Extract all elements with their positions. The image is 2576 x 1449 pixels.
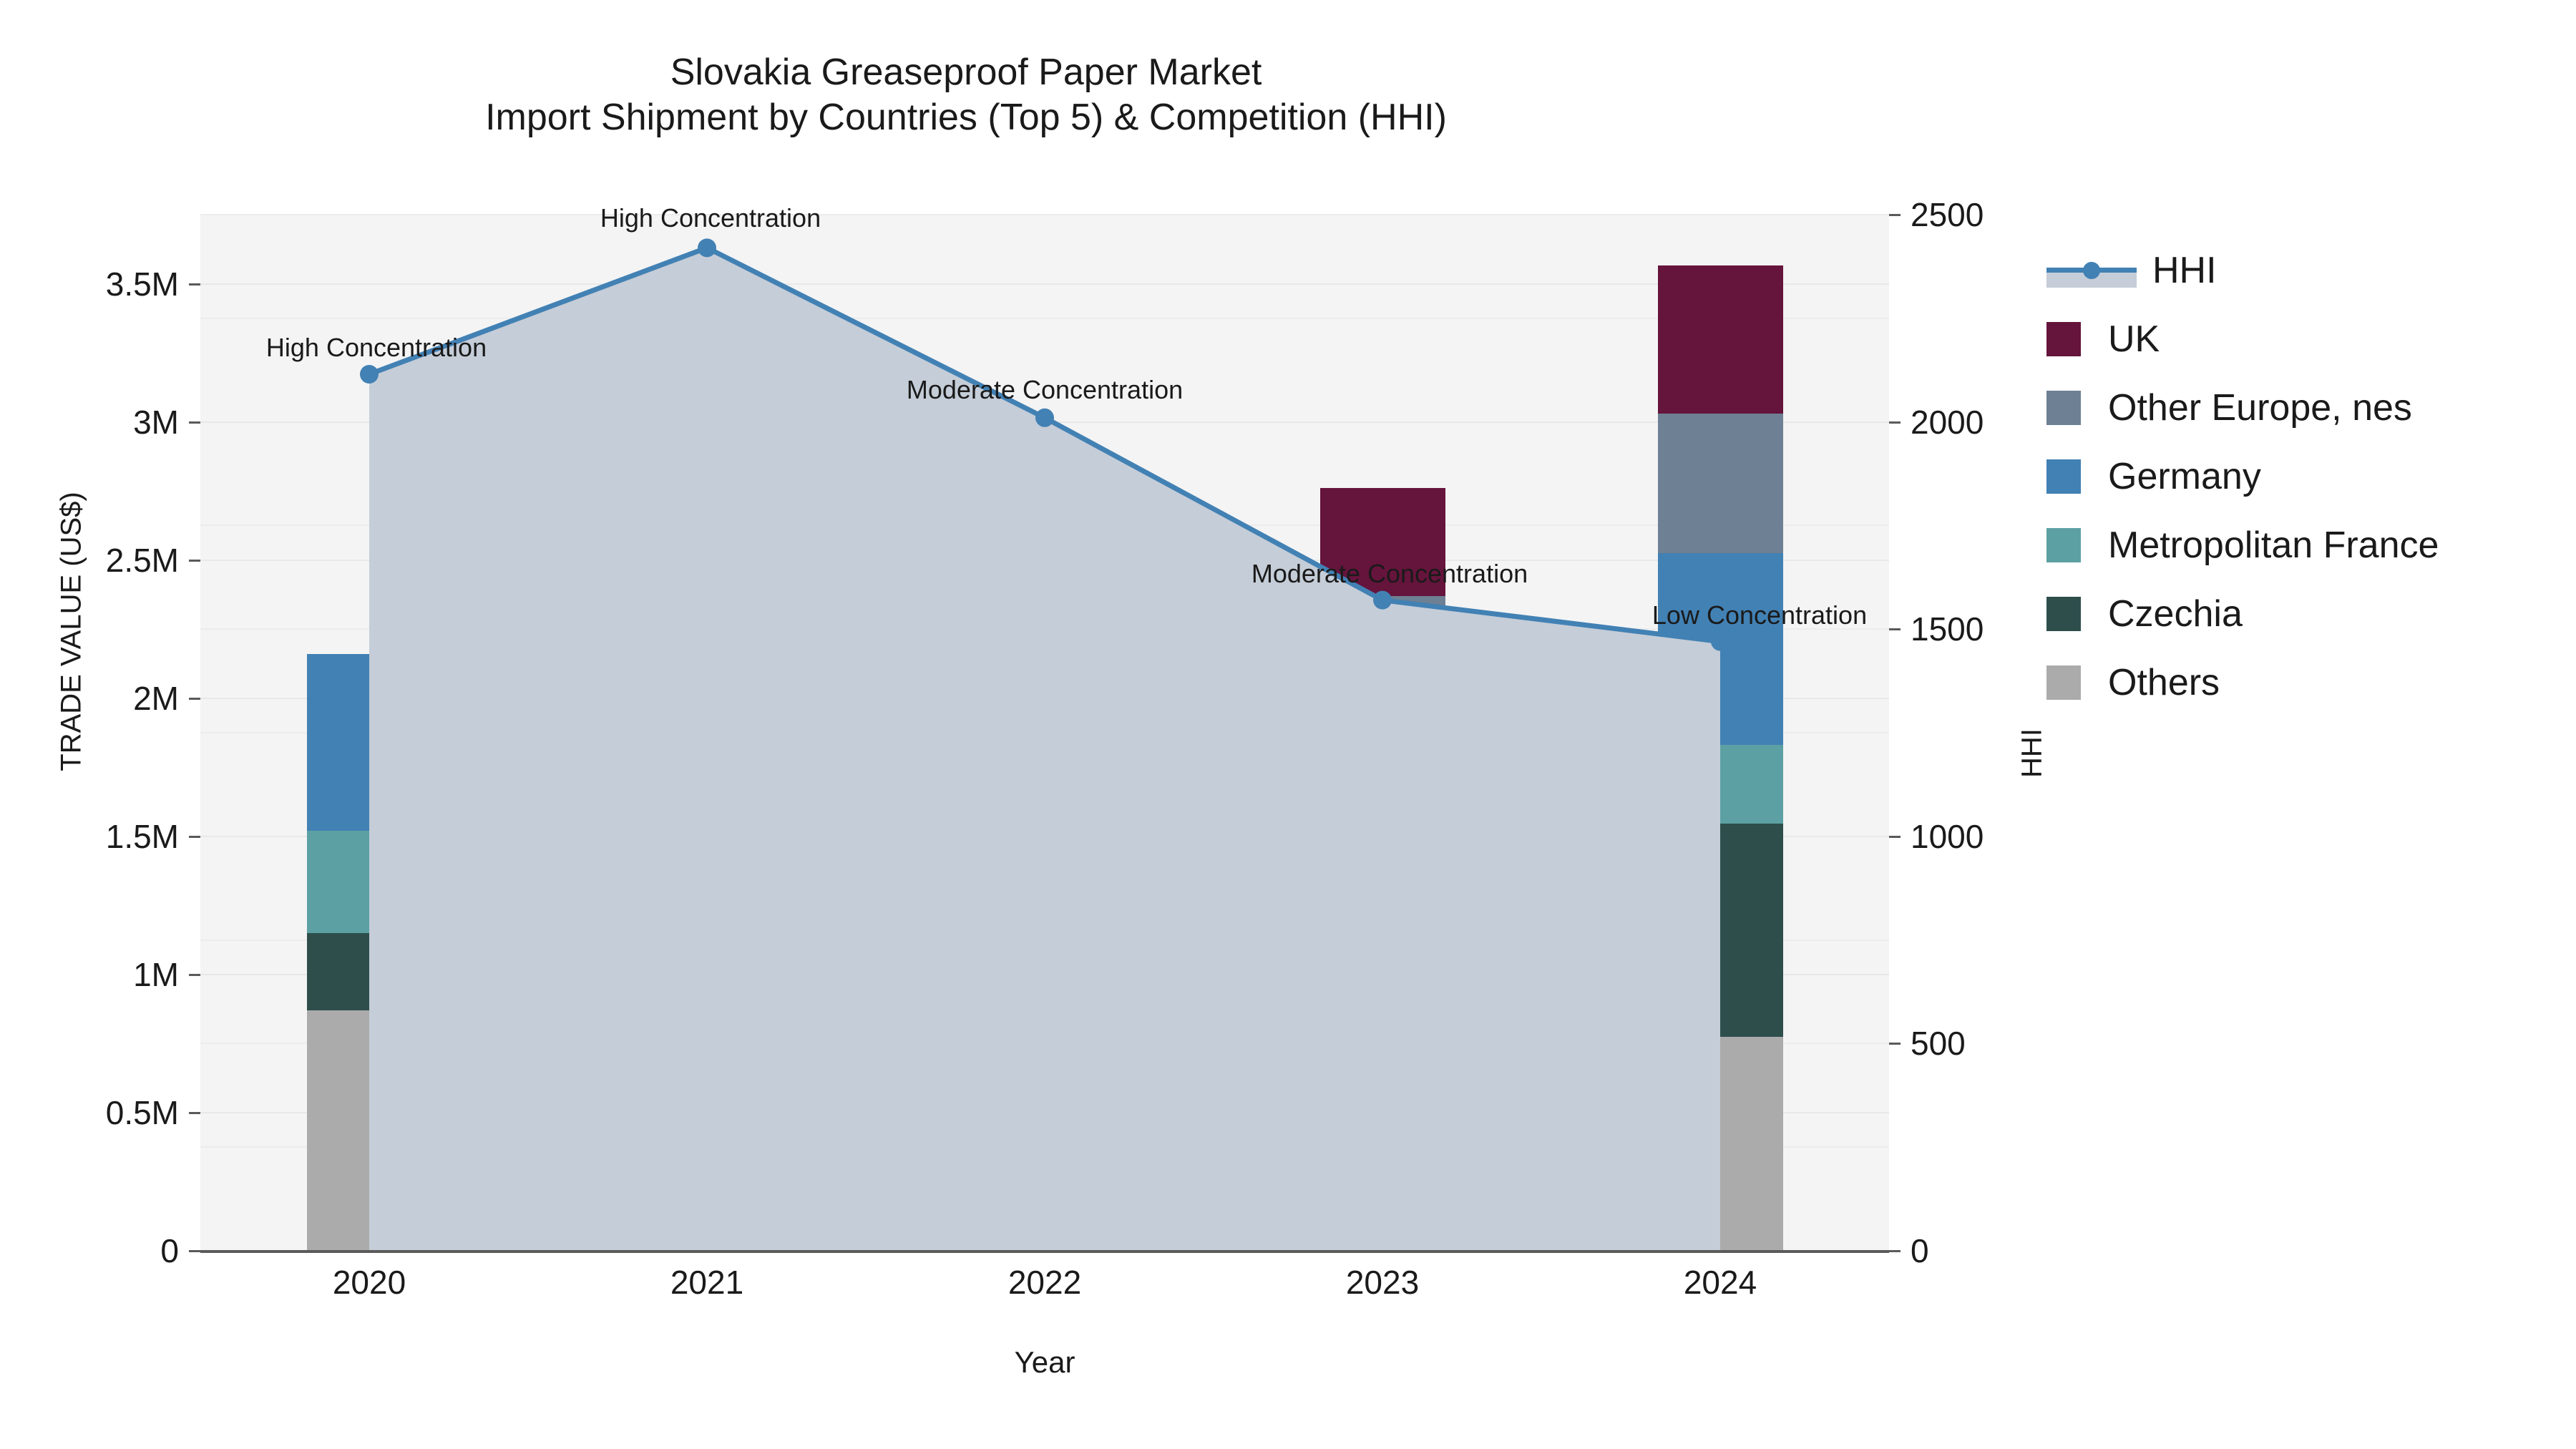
y-axis-right-tick-mark (1889, 1043, 1901, 1045)
hhi-data-points (360, 238, 1729, 651)
y-axis-right-label: HHI (2016, 728, 2048, 778)
hhi-data-point[interactable] (1035, 408, 1054, 427)
legend-item-label: Metropolitan France (2108, 525, 2439, 566)
y-axis-left-tick-mark (189, 973, 200, 976)
x-axis-tick-label: 2024 (1683, 1264, 1757, 1301)
legend-item[interactable]: UK (2046, 305, 2439, 374)
y-axis-left-tick-label: 2M (133, 679, 179, 717)
y-axis-right-tick-mark (1889, 628, 1901, 631)
bar-segment[interactable] (1657, 265, 1783, 414)
chart-title-line1: Slovakia Greaseproof Paper Market (670, 52, 1262, 93)
hhi-data-point[interactable] (698, 238, 716, 258)
legend-color-swatch (2046, 459, 2081, 494)
legend-item-label: Czechia (2108, 593, 2243, 635)
legend-item-label: Others (2108, 662, 2220, 703)
legend-color-swatch (2046, 528, 2081, 562)
y-axis-right-tick-label: 2500 (1911, 196, 1984, 233)
y-axis-left-tick-mark (189, 421, 200, 424)
legend-item-label: Germany (2108, 456, 2261, 497)
y-axis-right-tick-mark (1889, 835, 1901, 838)
x-axis-tick-label: 2022 (1008, 1264, 1082, 1301)
x-axis-tick-label: 2020 (332, 1264, 406, 1301)
x-axis-tick-label: 2023 (1345, 1264, 1420, 1301)
legend-item[interactable]: Germany (2046, 442, 2439, 511)
y-axis-right-tick-label: 1000 (1911, 817, 1984, 855)
hhi-data-point[interactable] (360, 364, 379, 384)
y-axis-left-tick-mark (189, 1250, 200, 1252)
hhi-annotation-label: High Concentration (265, 332, 487, 362)
hhi-annotation-label: High Concentration (600, 203, 821, 233)
y-axis-right-tick-mark (1889, 1250, 1901, 1252)
y-axis-left-tick-label: 3M (133, 403, 179, 441)
legend-item[interactable]: HHI (2046, 236, 2439, 305)
hhi-annotation-label: Low Concentration (1652, 600, 1868, 630)
gridline (200, 283, 1889, 285)
hhi-data-point[interactable] (1711, 632, 1729, 651)
legend-item-label: UK (2108, 318, 2160, 360)
y-axis-left-tick-mark (189, 559, 200, 562)
hhi-line-series (360, 238, 1729, 1251)
chart-legend: HHI UK Other Europe, nes Germany Metropolita… (2046, 236, 2439, 717)
legend-line-swatch (2046, 253, 2137, 288)
x-axis-tick-label: 2021 (670, 1264, 744, 1301)
y-axis-right-tick-mark (1889, 214, 1901, 216)
y-axis-left-tick-mark (189, 835, 200, 838)
hhi-annotation-label: Moderate Concentration (906, 374, 1184, 404)
hhi-area-fill (369, 248, 1720, 1251)
x-axis-line (200, 1250, 1889, 1253)
legend-color-swatch (2046, 665, 2081, 700)
y-axis-right-tick-label: 2000 (1911, 403, 1984, 441)
y-axis-left-tick-label: 1.5M (105, 817, 179, 855)
y-axis-right-tick-label: 0 (1911, 1232, 1929, 1269)
y-axis-left-tick-label: 0.5M (105, 1093, 179, 1131)
legend-item[interactable]: Metropolitan France (2046, 511, 2439, 580)
hhi-annotation-label: Moderate Concentration (1251, 558, 1528, 588)
x-axis-label: Year (1014, 1345, 1075, 1379)
gridline-minor (200, 317, 1889, 319)
y-axis-left-tick-label: 3.5M (105, 265, 179, 303)
y-axis-left-tick-mark (189, 283, 200, 286)
y-axis-right-tick-label: 1500 (1911, 610, 1984, 648)
legend-color-swatch (2046, 322, 2081, 356)
y-axis-right-tick-mark (1889, 421, 1901, 424)
y-axis-left-tick-mark (189, 697, 200, 700)
y-axis-left-tick-label: 0 (160, 1232, 179, 1269)
y-axis-right-tick-label: 500 (1911, 1025, 1966, 1063)
y-axis-left-tick-mark (189, 1111, 200, 1114)
y-axis-left-label: TRADE VALUE (US$) (55, 492, 87, 771)
hhi-data-point[interactable] (1373, 590, 1392, 610)
legend-item[interactable]: Others (2046, 648, 2439, 717)
legend-item-label: Other Europe, nes (2108, 387, 2412, 429)
bar-segment[interactable] (1657, 414, 1783, 553)
gridline-minor (200, 214, 1889, 215)
legend-color-swatch (2046, 597, 2081, 631)
y-axis-left-tick-label: 2.5M (105, 541, 179, 579)
legend-item[interactable]: Other Europe, nes (2046, 374, 2439, 442)
chart-title-line2: Import Shipment by Countries (Top 5) & C… (485, 97, 1447, 139)
legend-item[interactable]: Czechia (2046, 580, 2439, 648)
legend-color-swatch (2046, 391, 2081, 425)
legend-item-label: HHI (2152, 250, 2217, 291)
y-axis-left-tick-label: 1M (133, 955, 179, 993)
chart-title: Slovakia Greaseproof Paper Market Import… (0, 50, 1932, 141)
